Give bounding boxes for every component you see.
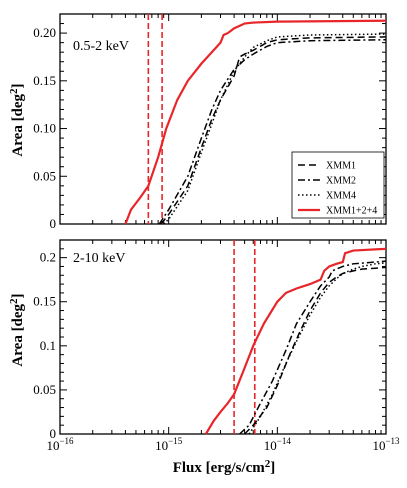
x-tick-label: 10−14 bbox=[264, 436, 292, 453]
series-line-xmm4 bbox=[248, 262, 387, 435]
legend-label: XMM4 bbox=[326, 191, 356, 202]
y-tick-label: 0.2 bbox=[40, 250, 56, 265]
series-line-xmm2 bbox=[158, 39, 387, 225]
series-line-xmm4 bbox=[163, 33, 387, 225]
x-axis-title: Flux [erg/s/cm2] bbox=[173, 458, 276, 476]
series-line-xmm1 bbox=[244, 266, 387, 435]
y-tick-label: 0 bbox=[50, 216, 57, 231]
y-tick-label: 0.20 bbox=[33, 25, 56, 40]
legend: XMM1 XMM2 XMM4 XMM1+2+4 bbox=[291, 151, 385, 219]
series-line-xmm1plus2plus4 bbox=[124, 19, 387, 225]
plot-frame bbox=[59, 239, 387, 435]
y-tick-label: 0.05 bbox=[33, 168, 56, 183]
legend-label: XMM1 bbox=[326, 161, 356, 172]
y-tick-label: 0 bbox=[50, 426, 57, 441]
y-axis-title-top: Area [deg2] bbox=[8, 83, 26, 156]
panel-label-soft: 0.5-2 keV bbox=[73, 39, 129, 54]
y-tick-label: 0.15 bbox=[33, 294, 56, 309]
legend-box bbox=[291, 151, 385, 219]
x-tick-label: 10−13 bbox=[372, 436, 400, 453]
series-line-xmm2 bbox=[239, 260, 387, 435]
series-line-xmm1plus2plus4 bbox=[204, 247, 387, 435]
y-tick-label: 0.15 bbox=[33, 73, 56, 88]
y-tick-label: 0.05 bbox=[33, 382, 56, 397]
x-tick-label: 10−15 bbox=[155, 436, 183, 453]
panel-soft-band: 0 0.05 0.10 0.15 0.20 bbox=[33, 13, 387, 231]
legend-label: XMM2 bbox=[326, 176, 356, 187]
y-axis-title-bottom: Area [deg2] bbox=[8, 293, 26, 366]
y-tick-label: 0.10 bbox=[33, 121, 56, 136]
panel-label-hard: 2-10 keV bbox=[73, 251, 126, 266]
y-tick-label: 0.1 bbox=[40, 338, 56, 353]
legend-label: XMM1+2+4 bbox=[326, 206, 377, 217]
